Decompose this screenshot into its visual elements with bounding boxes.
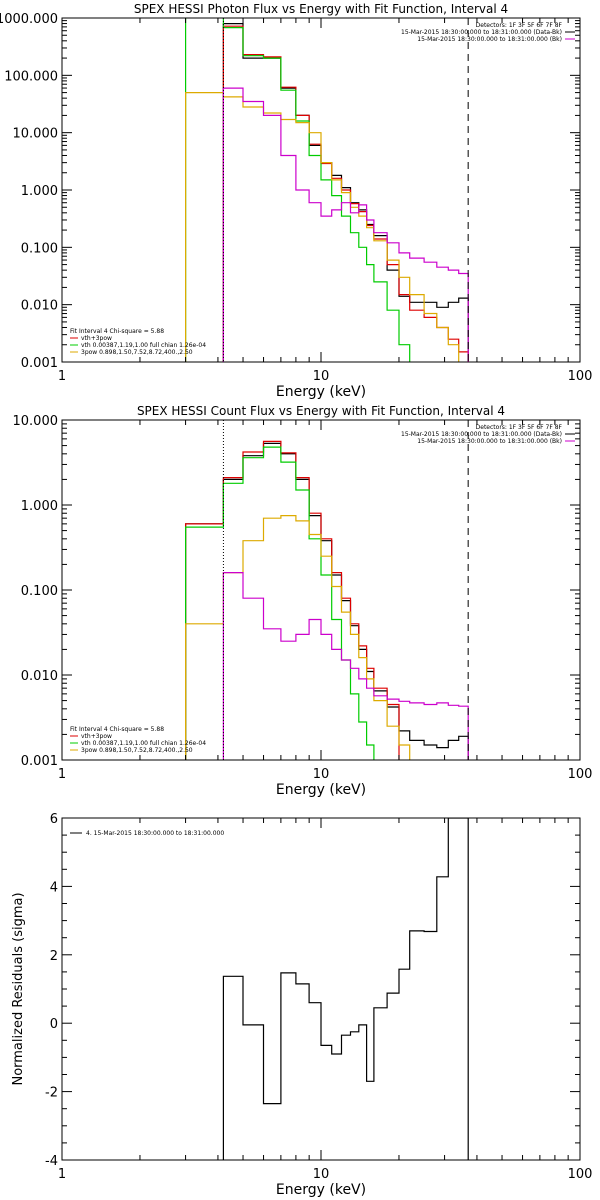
x-tick-label: 1 — [58, 369, 66, 384]
legend-entry: 4. 15-Mar-2015 18:30:00.000 to 18:31:00.… — [86, 830, 224, 837]
y-tick-label: 0 — [50, 1017, 58, 1032]
panel-1: SPEX HESSI Photon Flux vs Energy with Fi… — [0, 2, 592, 400]
panel-2: SPEX HESSI Count Flux vs Energy with Fit… — [13, 404, 593, 798]
x-tick-label: 10 — [313, 767, 330, 782]
y-tick-label: 6 — [50, 812, 58, 827]
series-line-5 — [222, 87, 469, 362]
x-axis-label: Energy (keV) — [276, 1182, 366, 1198]
y-tick-label: -4 — [45, 1154, 58, 1169]
legend-entry: 15-Mar-2015 18:30:00.000 to 18:31:00.000… — [401, 431, 562, 438]
y-tick-label: 4 — [50, 880, 58, 895]
legend-entry: 15-Mar-2015 18:30:00.000 to 18:31:00.000… — [401, 29, 562, 36]
y-tick-label: 0.100 — [21, 584, 58, 599]
panel-3: 1 10 100 Energy (keV) -4 -2 0 2 4 6 Normalized Res… — [11, 812, 592, 1198]
plot-frame — [61, 17, 581, 363]
series-line-3 — [185, 446, 375, 760]
legend-entry: 15-Mar-2015 18:30:00.000 to 18:31:00.000… — [417, 438, 562, 445]
y-tick-label: 10.000 — [13, 414, 59, 429]
chart-title: SPEX HESSI Count Flux vs Energy with Fit… — [137, 404, 505, 418]
y-tick-label: 0.001 — [21, 754, 58, 769]
chart-title: SPEX HESSI Photon Flux vs Energy with Fi… — [134, 2, 508, 16]
x-axis-label: Energy (keV) — [276, 384, 366, 400]
y-tick-label: 10.000 — [13, 127, 59, 142]
legend-entry: Detectors: 1F 3F 5F 6F 7F 8F — [476, 424, 563, 431]
x-axis-label: Energy (keV) — [276, 782, 366, 798]
x-tick-label: 100 — [568, 369, 593, 384]
y-tick-label: 1.000 — [21, 184, 58, 199]
y-axis-label: Normalized Residuals (sigma) — [11, 892, 26, 1085]
y-tick-label: 0.010 — [21, 669, 58, 684]
y-tick-label: 100.000 — [4, 69, 58, 84]
x-tick-label: 1 — [58, 1167, 66, 1182]
legend-entry: 15-Mar-2015 18:30:00.000 to 18:31:00.000… — [417, 36, 562, 43]
series-line-2 — [185, 440, 400, 760]
legend-entry: Fit Interval 4 Chi-square = 5.88 — [70, 726, 164, 733]
legend-entry: Fit Interval 4 Chi-square = 5.88 — [70, 328, 164, 335]
series-line-4 — [185, 515, 411, 760]
series-line-1 — [185, 442, 469, 760]
x-tick-label: 10 — [313, 369, 330, 384]
legend-entry: 3pow 0.898,1.50,7.52,8.72,400.,2.50 — [81, 747, 193, 754]
legend-entry: Detectors: 1F 3F 5F 6F 7F 8F — [476, 22, 563, 29]
y-tick-label: -2 — [45, 1086, 58, 1101]
series-line-3 — [185, 18, 425, 362]
plot-frame — [61, 419, 581, 761]
x-tick-label: 100 — [568, 767, 593, 782]
y-tick-label: 1.000 — [21, 499, 58, 514]
legend-entry: 3pow 0.898,1.50,7.52,8.72,400.,2.50 — [81, 349, 193, 356]
series-line-5 — [222, 572, 469, 760]
y-tick-label: 0.010 — [21, 299, 58, 314]
x-tick-label: 100 — [568, 1167, 593, 1182]
x-tick-label: 10 — [313, 1167, 330, 1182]
legend-entry: vth 0.00387,1.19,1.00 full chian 1.26e-0… — [81, 342, 206, 349]
legend-entry: vth 0.00387,1.19,1.00 full chian 1.26e-0… — [81, 740, 206, 747]
plot-frame — [61, 817, 581, 1161]
y-tick-label: 2 — [50, 949, 58, 964]
series-line-1 — [222, 818, 469, 1160]
series-line-4 — [185, 92, 469, 362]
legend-entry: vth+3pow — [81, 335, 112, 342]
legend-entry: vth+3pow — [81, 733, 112, 740]
x-tick-label: 1 — [58, 767, 66, 782]
y-tick-label: 0.100 — [21, 241, 58, 256]
y-tick-label: 1000.000 — [0, 12, 58, 27]
series-line-2 — [222, 25, 469, 362]
y-tick-label: 0.001 — [21, 356, 58, 371]
